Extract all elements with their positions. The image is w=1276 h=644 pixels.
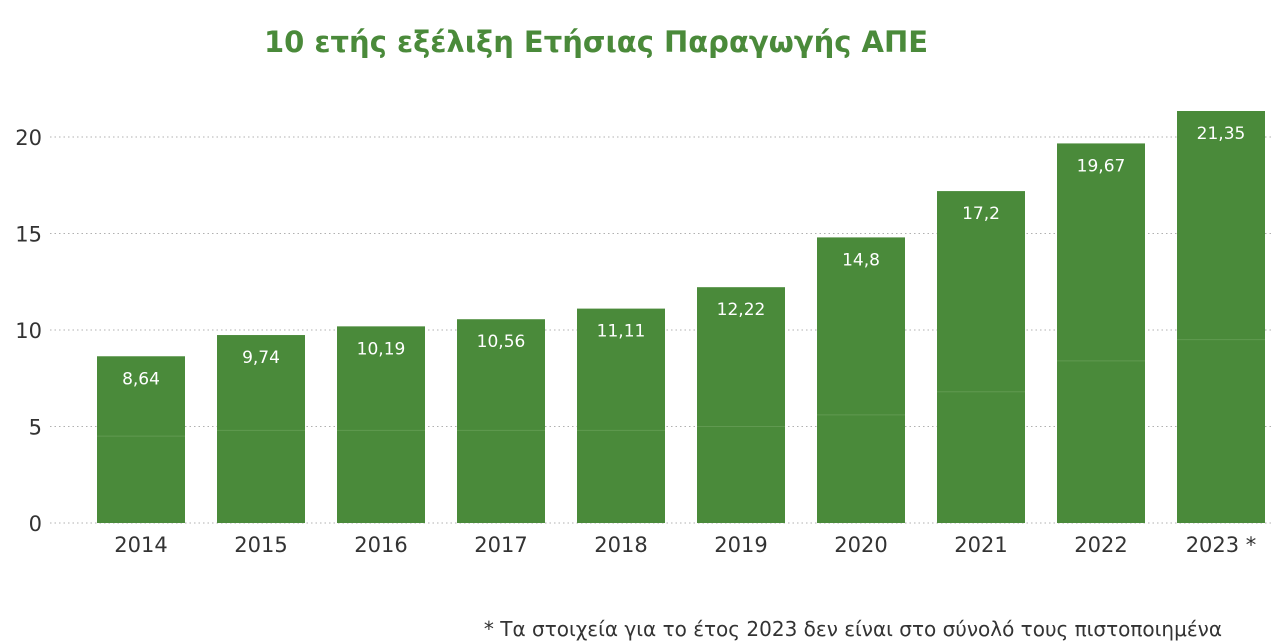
x-tick-label: 2015: [234, 533, 287, 557]
x-tick-label: 2020: [834, 533, 887, 557]
data-label: 11,11: [597, 322, 646, 342]
data-label: 14,8: [842, 250, 880, 270]
data-label: 19,67: [1077, 156, 1126, 176]
bar: [1177, 111, 1265, 523]
data-label: 17,2: [962, 204, 1000, 224]
bar: [337, 326, 425, 523]
y-axis-ticks: 0 5 10 15 20: [15, 126, 42, 536]
data-label: 21,35: [1197, 124, 1246, 144]
data-label: 8,64: [122, 369, 160, 389]
x-tick-label: 2014: [114, 533, 167, 557]
footnote: * Τα στοιχεία για το έτος 2023 δεν είναι…: [484, 617, 1222, 641]
x-tick-label: 2022: [1074, 533, 1127, 557]
x-axis-ticks: 2014 2015 2016 2017 2018 2019 2020 2021 2022 2023…: [114, 533, 1256, 557]
x-tick-label: 2017: [474, 533, 527, 557]
y-tick-label: 5: [29, 416, 42, 440]
y-tick-label: 0: [29, 512, 42, 536]
x-tick-label: 2021: [954, 533, 1007, 557]
data-label: 10,19: [357, 339, 406, 359]
bar: [577, 308, 665, 523]
x-tick-label: 2023 *: [1186, 533, 1257, 557]
y-tick-label: 10: [15, 319, 42, 343]
bars: 8,64 9,74 10,19 10,56 11,11 12,22 14,8 17,2 19,6…: [97, 111, 1265, 524]
bar: [937, 191, 1025, 524]
y-tick-label: 20: [15, 126, 42, 150]
bar: [1057, 143, 1145, 523]
x-tick-label: 2018: [594, 533, 647, 557]
bar: [457, 319, 545, 523]
bar: [97, 356, 185, 523]
bar: [817, 237, 905, 523]
data-label: 10,56: [477, 332, 526, 352]
y-tick-label: 15: [15, 223, 42, 247]
bar: [217, 335, 305, 523]
data-label: 12,22: [717, 300, 766, 320]
chart-title: 10 ετής εξέλιξη Ετήσιας Παραγωγής ΑΠΕ: [264, 25, 928, 59]
data-label: 9,74: [242, 348, 280, 368]
x-tick-label: 2019: [714, 533, 767, 557]
x-tick-label: 2016: [354, 533, 407, 557]
bar: [697, 287, 785, 523]
